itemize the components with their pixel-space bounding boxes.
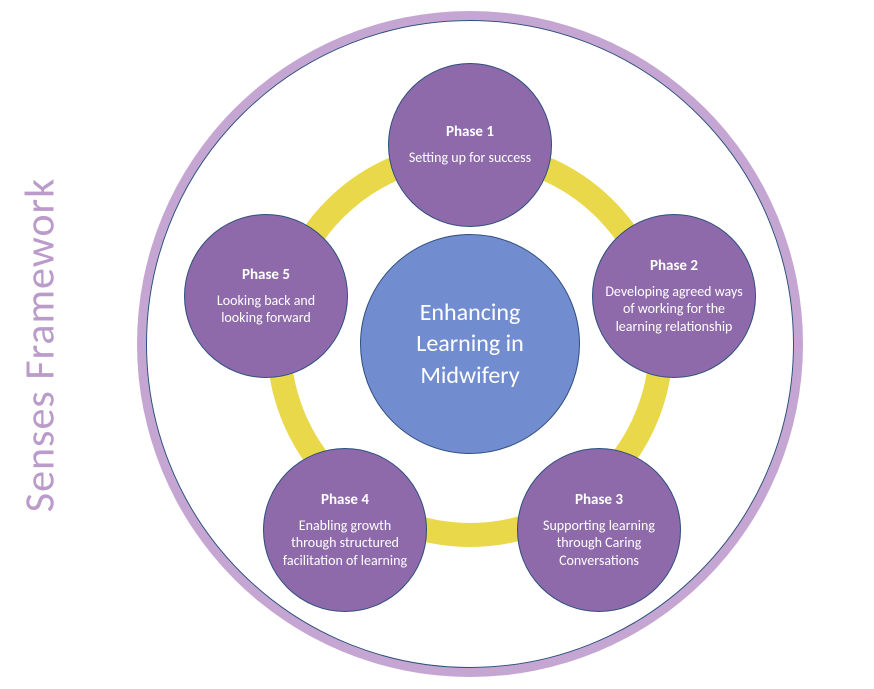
phase-1: Phase 1 Setting up for success (388, 63, 552, 227)
center-circle: Enhancing Learning in Midwifery (360, 234, 580, 454)
phase-3: Phase 3 Supporting learning through Cari… (517, 448, 681, 612)
phase-5: Phase 5 Looking back and looking forward (184, 214, 348, 378)
phase-desc: Enabling growth through structured facil… (276, 517, 414, 570)
phase-2: Phase 2 Developing agreed ways of workin… (592, 214, 756, 378)
phase-title: Phase 5 (242, 266, 290, 284)
phase-desc: Supporting learning through Caring Conve… (530, 517, 668, 570)
phase-desc: Developing agreed ways of working for th… (605, 283, 743, 336)
phase-title: Phase 4 (321, 491, 369, 509)
phase-desc: Looking back and looking forward (197, 292, 335, 327)
phase-4: Phase 4 Enabling growth through structur… (263, 448, 427, 612)
center-title: Enhancing Learning in Midwifery (377, 297, 563, 391)
side-label: Senses Framework (15, 177, 66, 511)
phase-title: Phase 1 (446, 123, 494, 141)
phase-title: Phase 2 (650, 257, 698, 275)
phase-desc: Setting up for success (409, 149, 531, 167)
phase-title: Phase 3 (575, 491, 623, 509)
